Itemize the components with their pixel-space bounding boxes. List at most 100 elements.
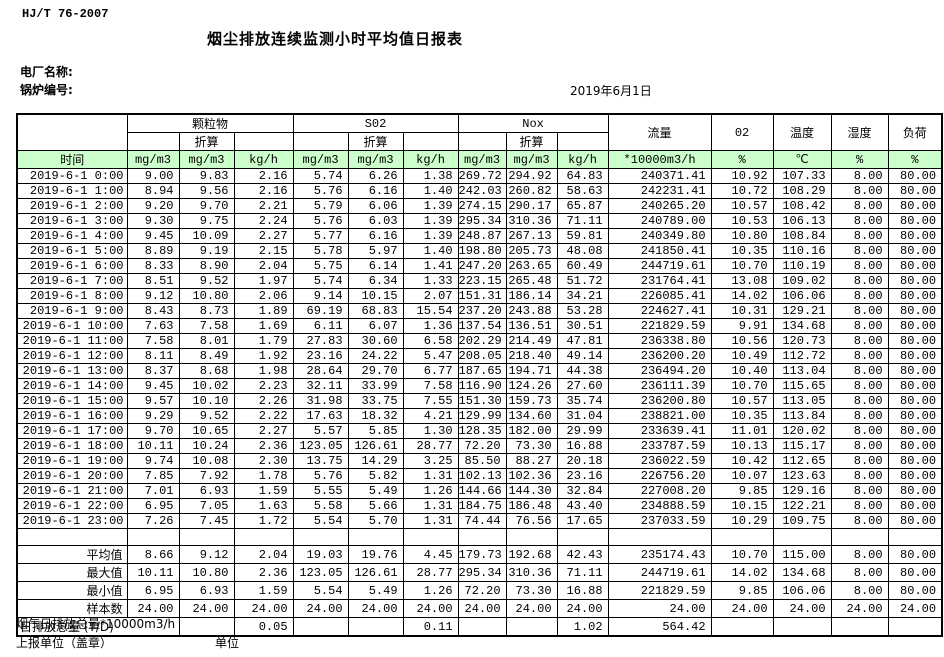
value-cell: 69.19 (292, 303, 349, 319)
value-cell: 80.00 (887, 483, 943, 499)
value-cell: 274.15 (457, 198, 507, 214)
value-cell: 80.00 (887, 408, 943, 424)
summary-row-min: 最小值 6.95 6.93 1.59 5.54 5.49 1.26 72.20 73.30 16.… (16, 581, 943, 600)
time-cell: 2019-6-1 17:00 (16, 423, 128, 439)
value-cell: 8.00 (830, 348, 889, 364)
data-row: 2019-6-1 22:00 6.95 7.05 1.63 5.58 5.66 1.31 18… (16, 498, 943, 514)
value-cell (887, 617, 943, 637)
value-cell: 144.30 (505, 483, 558, 499)
value-cell: 15.54 (402, 303, 459, 319)
sub-blank (402, 132, 459, 151)
data-row: 2019-6-1 1:00 8.94 9.56 2.16 5.76 6.16 1.40 242… (16, 183, 943, 199)
value-cell: 8.00 (830, 168, 889, 184)
value-cell: 115.00 (772, 545, 832, 564)
time-cell: 2019-6-1 10:00 (16, 318, 128, 334)
value-cell: 2.27 (233, 423, 294, 439)
value-cell: 9.52 (178, 273, 235, 289)
value-cell: 10.13 (710, 438, 774, 454)
value-cell: 112.65 (772, 453, 832, 469)
value-cell: 8.00 (830, 243, 889, 259)
value-cell (710, 617, 774, 637)
value-cell: 80.00 (887, 545, 943, 564)
value-cell: 60.49 (556, 258, 609, 274)
value-cell: 8.00 (830, 453, 889, 469)
value-cell: 226085.41 (607, 288, 712, 304)
value-cell: 80.00 (887, 333, 943, 349)
value-cell: 10.49 (710, 348, 774, 364)
value-cell: 29.99 (556, 423, 609, 439)
value-cell: 9.30 (126, 213, 180, 229)
value-cell: 72.20 (457, 581, 507, 600)
value-cell: 247.20 (457, 258, 507, 274)
empty-cell (505, 528, 558, 546)
empty-cell (607, 528, 712, 546)
value-cell: 80.00 (887, 243, 943, 259)
value-cell: 33.99 (347, 378, 404, 394)
value-cell: 53.28 (556, 303, 609, 319)
value-cell: 28.64 (292, 363, 349, 379)
flue-gas-total-note: 烟气日排放总量*10000m3/h (16, 617, 176, 631)
value-cell: 1.59 (233, 581, 294, 600)
time-cell: 2019-6-1 8:00 (16, 288, 128, 304)
value-cell: 80.00 (887, 288, 943, 304)
value-cell: 122.21 (772, 498, 832, 514)
data-row: 2019-6-1 8:00 9.12 10.80 2.06 9.14 10.15 2.07 1… (16, 288, 943, 304)
value-cell: 7.26 (126, 513, 180, 529)
value-cell (830, 617, 889, 637)
time-cell: 2019-6-1 0:00 (16, 168, 128, 184)
value-cell: 110.16 (772, 243, 832, 259)
value-cell: 8.89 (126, 243, 180, 259)
value-cell: 240789.00 (607, 213, 712, 229)
value-cell: 1.97 (233, 273, 294, 289)
value-cell: 10.57 (710, 393, 774, 409)
value-cell: 24.00 (178, 599, 235, 618)
value-cell: 13.08 (710, 273, 774, 289)
value-cell: 8.00 (830, 258, 889, 274)
value-cell: 120.73 (772, 333, 832, 349)
value-cell: 8.00 (830, 303, 889, 319)
time-cell: 2019-6-1 2:00 (16, 198, 128, 214)
unit-flow: *10000m3/h (607, 150, 712, 169)
value-cell: 80.00 (887, 423, 943, 439)
value-cell: 1.31 (402, 513, 459, 529)
value-cell: 16.88 (556, 438, 609, 454)
value-cell: 47.81 (556, 333, 609, 349)
value-cell: 24.00 (126, 599, 180, 618)
value-cell: 295.34 (457, 563, 507, 582)
value-cell: 243.88 (505, 303, 558, 319)
value-cell: 80.00 (887, 438, 943, 454)
value-cell (347, 617, 404, 637)
value-cell: 24.00 (887, 599, 943, 618)
value-cell: 10.40 (710, 363, 774, 379)
value-cell: 51.72 (556, 273, 609, 289)
value-cell: 6.77 (402, 363, 459, 379)
value-cell: 2.04 (233, 258, 294, 274)
value-cell: 102.36 (505, 468, 558, 484)
value-cell: 9.83 (178, 168, 235, 184)
value-cell: 6.95 (126, 581, 180, 600)
data-row: 2019-6-1 15:00 9.57 10.10 2.26 31.98 33.75 7.5… (16, 393, 943, 409)
value-cell: 80.00 (887, 363, 943, 379)
value-cell: 1.02 (556, 617, 609, 637)
value-cell: 269.72 (457, 168, 507, 184)
value-cell: 192.68 (505, 545, 558, 564)
value-cell: 564.42 (607, 617, 712, 637)
value-cell: 24.00 (556, 599, 609, 618)
value-cell: 5.76 (292, 468, 349, 484)
value-cell: 8.01 (178, 333, 235, 349)
data-row: 2019-6-1 0:00 9.00 9.83 2.16 5.74 6.26 1.38 269… (16, 168, 943, 184)
value-cell: 5.47 (402, 348, 459, 364)
value-cell: 6.34 (347, 273, 404, 289)
value-cell: 35.74 (556, 393, 609, 409)
value-cell: 187.65 (457, 363, 507, 379)
value-cell: 10.70 (710, 545, 774, 564)
value-cell: 65.87 (556, 198, 609, 214)
value-cell: 120.02 (772, 423, 832, 439)
data-row: 2019-6-1 4:00 9.45 10.09 2.27 5.77 6.16 1.39 24… (16, 228, 943, 244)
empty-cell (457, 528, 507, 546)
page-title: 烟尘排放连续监测小时平均值日报表 (207, 30, 464, 48)
data-row: 2019-6-1 12:00 8.11 8.49 1.92 23.16 24.22 5.47… (16, 348, 943, 364)
value-cell: 7.63 (126, 318, 180, 334)
value-cell: 80.00 (887, 393, 943, 409)
unit-pm-converted: mg/m3 (178, 150, 235, 169)
